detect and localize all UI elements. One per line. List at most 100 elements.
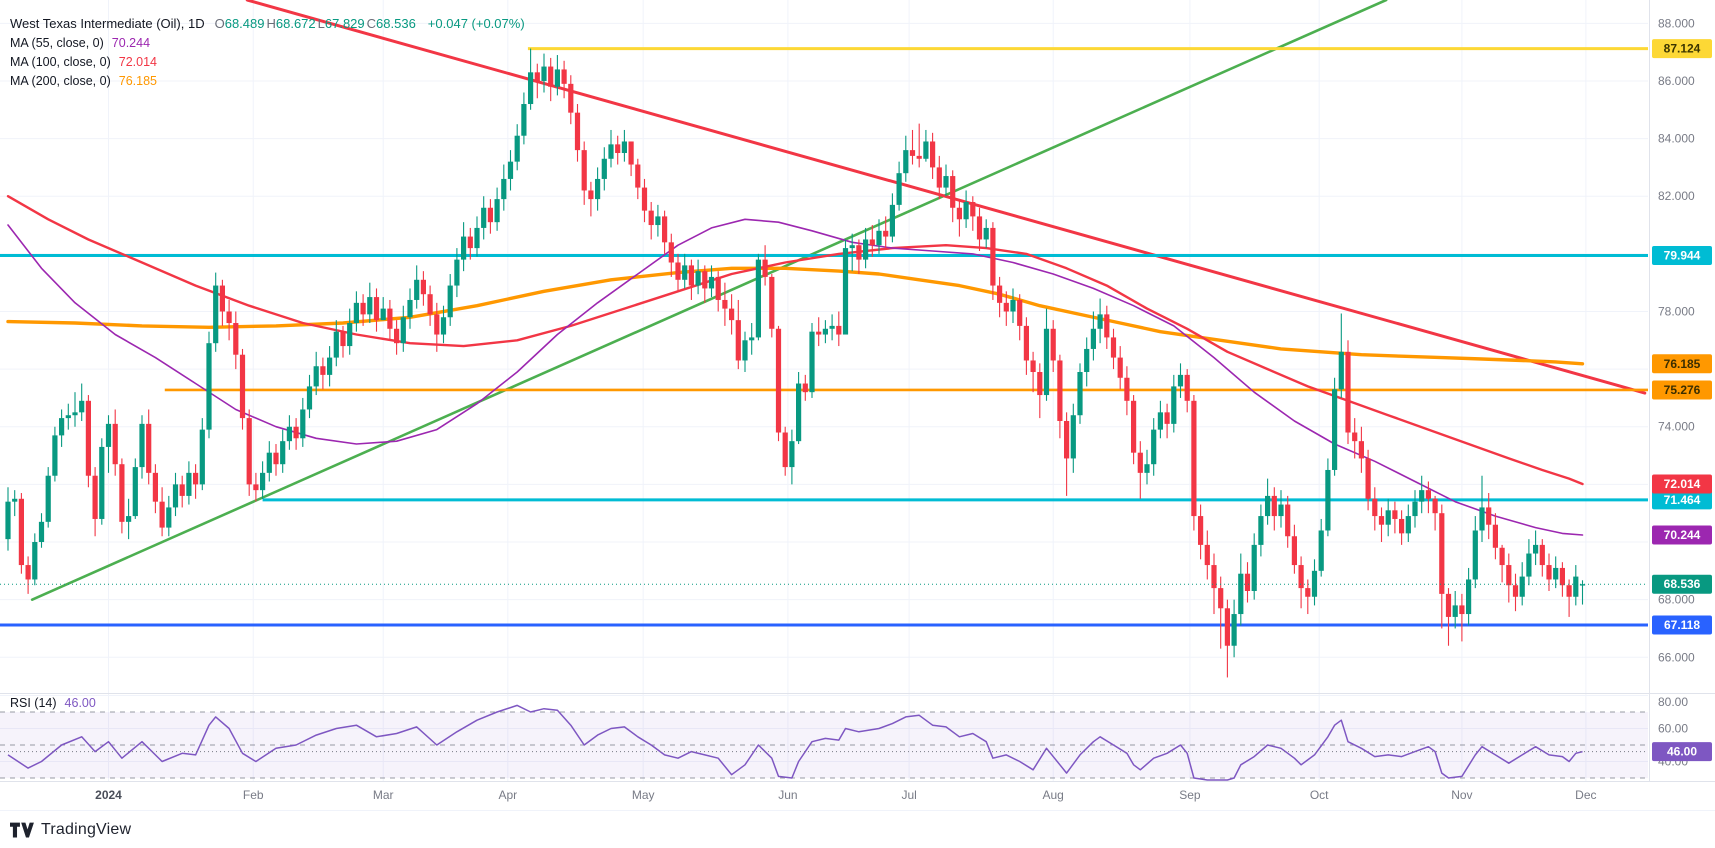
- svg-text:75.276: 75.276: [1664, 383, 1701, 397]
- candle: [1486, 507, 1492, 525]
- candle: [1137, 452, 1143, 473]
- ma-line-ma-55[interactable]: [7, 218, 1584, 536]
- candle: [45, 475, 51, 522]
- axis-badge-ma-72.014: 72.014: [1652, 474, 1712, 494]
- candle: [1519, 576, 1525, 597]
- trendline-descending-resistance[interactable]: [245, 0, 1647, 395]
- svg-text:70.244: 70.244: [1664, 528, 1701, 542]
- tradingview-brand-link[interactable]: TradingView: [10, 821, 131, 840]
- candle: [1412, 501, 1418, 517]
- candle: [1579, 584, 1586, 586]
- candle: [1265, 495, 1271, 517]
- price-axis[interactable]: 88.000 86.000 84.000 82.000 78.000 74.000 68.0…: [1652, 16, 1712, 769]
- chart-canvas[interactable]: 88.000 86.000 84.000 82.000 78.000 74.000 68.0…: [0, 0, 1715, 782]
- candle: [883, 230, 889, 237]
- candle: [353, 302, 359, 324]
- candle: [38, 521, 45, 543]
- candle: [199, 429, 205, 485]
- candlestick-series: [5, 48, 1586, 678]
- candle: [903, 150, 909, 174]
- candle: [722, 299, 728, 309]
- candle: [856, 245, 862, 260]
- ma-line-ma-200[interactable]: [6, 266, 1585, 366]
- candle: [729, 308, 735, 321]
- candle: [1479, 507, 1485, 531]
- candle: [1030, 360, 1036, 373]
- trendline-ascending-support[interactable]: [30, 0, 1388, 601]
- candle: [119, 464, 125, 522]
- time-axis[interactable]: 2024 Feb Mar Apr May Jun Jul Aug Sep Oct Nov Dec: [0, 782, 1715, 810]
- time-tick-Oct: Oct: [1309, 788, 1329, 802]
- candle: [394, 328, 400, 344]
- candle: [1392, 510, 1398, 519]
- time-tick-Aug: Aug: [1042, 788, 1064, 802]
- candle: [179, 484, 185, 496]
- candle: [943, 176, 949, 188]
- rsi-line[interactable]: [7, 704, 1583, 781]
- candle: [1325, 469, 1331, 531]
- candle: [1526, 553, 1532, 577]
- candle: [313, 366, 319, 387]
- candle: [1365, 458, 1371, 499]
- pane-separators: [0, 0, 1715, 782]
- axis-badge-ma-70.244: 70.244: [1652, 525, 1712, 545]
- candle: [1097, 314, 1103, 329]
- candle: [1198, 516, 1204, 545]
- candle: [1050, 328, 1056, 361]
- candle: [1017, 299, 1023, 326]
- horizontal-levels: [0, 47, 1648, 627]
- candle: [1151, 429, 1157, 465]
- candle: [1124, 377, 1130, 401]
- candle: [487, 207, 493, 223]
- candle: [970, 201, 976, 217]
- candle: [32, 542, 38, 580]
- candle: [1191, 400, 1197, 517]
- candle: [829, 325, 835, 329]
- candle: [836, 325, 842, 335]
- candle: [842, 248, 849, 335]
- candle: [950, 176, 956, 208]
- ma-line-ma-100[interactable]: [6, 195, 1584, 486]
- candle: [809, 331, 815, 393]
- candle: [1104, 314, 1110, 338]
- svg-text:87.124: 87.124: [1664, 42, 1701, 56]
- candle: [896, 173, 902, 205]
- candle: [166, 507, 172, 528]
- candle: [876, 230, 882, 246]
- candle: [1117, 357, 1123, 378]
- candle: [454, 259, 460, 286]
- candle: [1566, 585, 1572, 597]
- candle: [1385, 510, 1391, 525]
- svg-text:79.944: 79.944: [1664, 248, 1701, 262]
- candle: [762, 259, 768, 277]
- rsi-tick-label: 60.00: [1658, 722, 1688, 736]
- svg-text:67.118: 67.118: [1664, 618, 1700, 632]
- candle: [997, 285, 1003, 303]
- candle: [300, 409, 306, 439]
- candle: [641, 187, 648, 211]
- candle: [1452, 605, 1458, 617]
- axis-badge-87.124: 87.124: [1652, 39, 1712, 59]
- candle: [675, 262, 681, 280]
- svg-text:46.00: 46.00: [1667, 745, 1697, 759]
- candle: [494, 199, 500, 223]
- candle: [481, 207, 487, 228]
- candle: [595, 178, 601, 200]
- time-tick-Dec: Dec: [1575, 788, 1597, 802]
- candle: [206, 343, 212, 430]
- candle: [1573, 576, 1579, 597]
- candle: [735, 320, 741, 361]
- candle: [59, 418, 65, 436]
- candle: [1157, 412, 1163, 430]
- candle: [909, 150, 916, 156]
- candle: [1131, 400, 1137, 453]
- candle: [1291, 536, 1297, 566]
- candle: [574, 112, 581, 151]
- axis-badge-67.118: 67.118: [1652, 615, 1712, 635]
- price-tick-label: 66.000: [1658, 650, 1695, 664]
- candle: [440, 317, 447, 335]
- candle: [1171, 386, 1177, 424]
- candle: [1278, 504, 1284, 517]
- candle: [1231, 614, 1237, 646]
- candle: [695, 271, 701, 286]
